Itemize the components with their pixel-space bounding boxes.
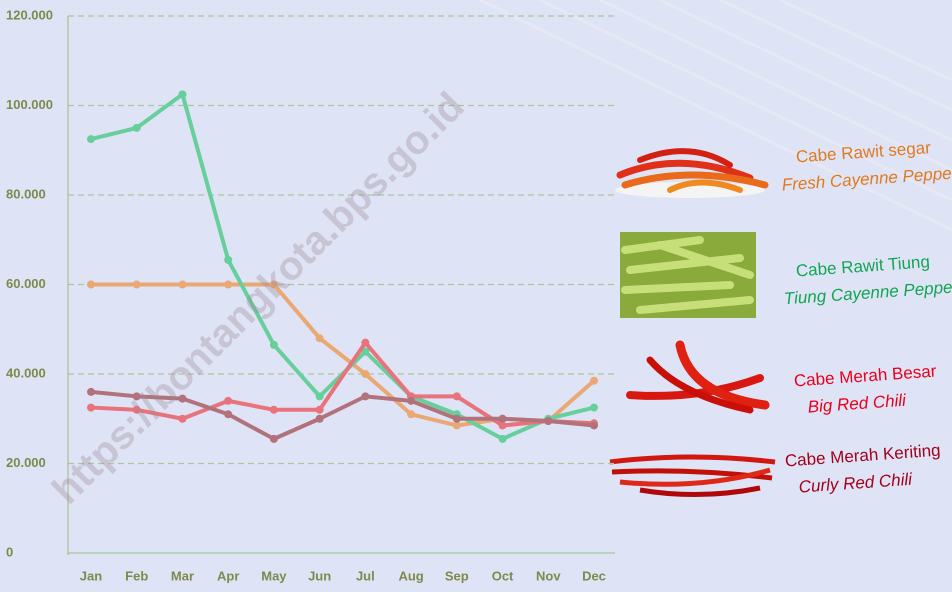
data-point [361,339,369,347]
x-tick-label: Aug [398,568,423,583]
x-tick-label: Dec [582,568,606,583]
x-tick-label: Jul [356,568,375,583]
data-point [316,392,324,400]
data-point [316,406,324,414]
data-point [590,404,598,412]
data-point [270,406,278,414]
data-point [590,421,598,429]
data-point [453,392,461,400]
data-point [499,435,507,443]
y-tick-label: 20.000 [6,455,46,470]
data-point [316,334,324,342]
y-tick-label: 60.000 [6,276,46,291]
data-point [270,341,278,349]
x-tick-label: Oct [492,568,514,583]
x-tick-label: Nov [536,568,561,583]
data-point [224,410,232,418]
data-point [224,397,232,405]
data-point [361,370,369,378]
y-tick-label: 100.000 [6,97,53,112]
data-point [407,397,415,405]
data-point [178,90,186,98]
data-point [270,435,278,443]
x-tick-label: Feb [125,568,148,583]
x-tick-label: Jun [308,568,331,583]
data-point [499,415,507,423]
data-point [316,415,324,423]
x-tick-label: Jan [80,568,102,583]
data-point [224,281,232,289]
chart: 0 20.000 40.000 60.000 80.000 100.000 120.000 J… [0,0,952,587]
data-point [544,417,552,425]
data-point [87,281,95,289]
data-point [87,404,95,412]
data-point [133,281,141,289]
data-point [224,256,232,264]
data-point [87,135,95,143]
data-point [361,392,369,400]
y-tick-label: 40.000 [6,365,46,380]
x-tick-label: May [261,568,287,583]
chili-tiung-cayenne [620,232,756,318]
data-point [407,410,415,418]
data-point [453,415,461,423]
data-point [178,415,186,423]
y-tick-label: 120.000 [6,7,53,22]
y-tick-label: 80.000 [6,186,46,201]
data-point [87,388,95,396]
data-point [178,281,186,289]
x-tick-label: Apr [217,568,239,583]
data-point [133,124,141,132]
y-tick-label: 0 [6,544,13,559]
x-tick-label: Mar [171,568,194,583]
data-point [590,377,598,385]
x-tick-label: Sep [445,568,469,583]
